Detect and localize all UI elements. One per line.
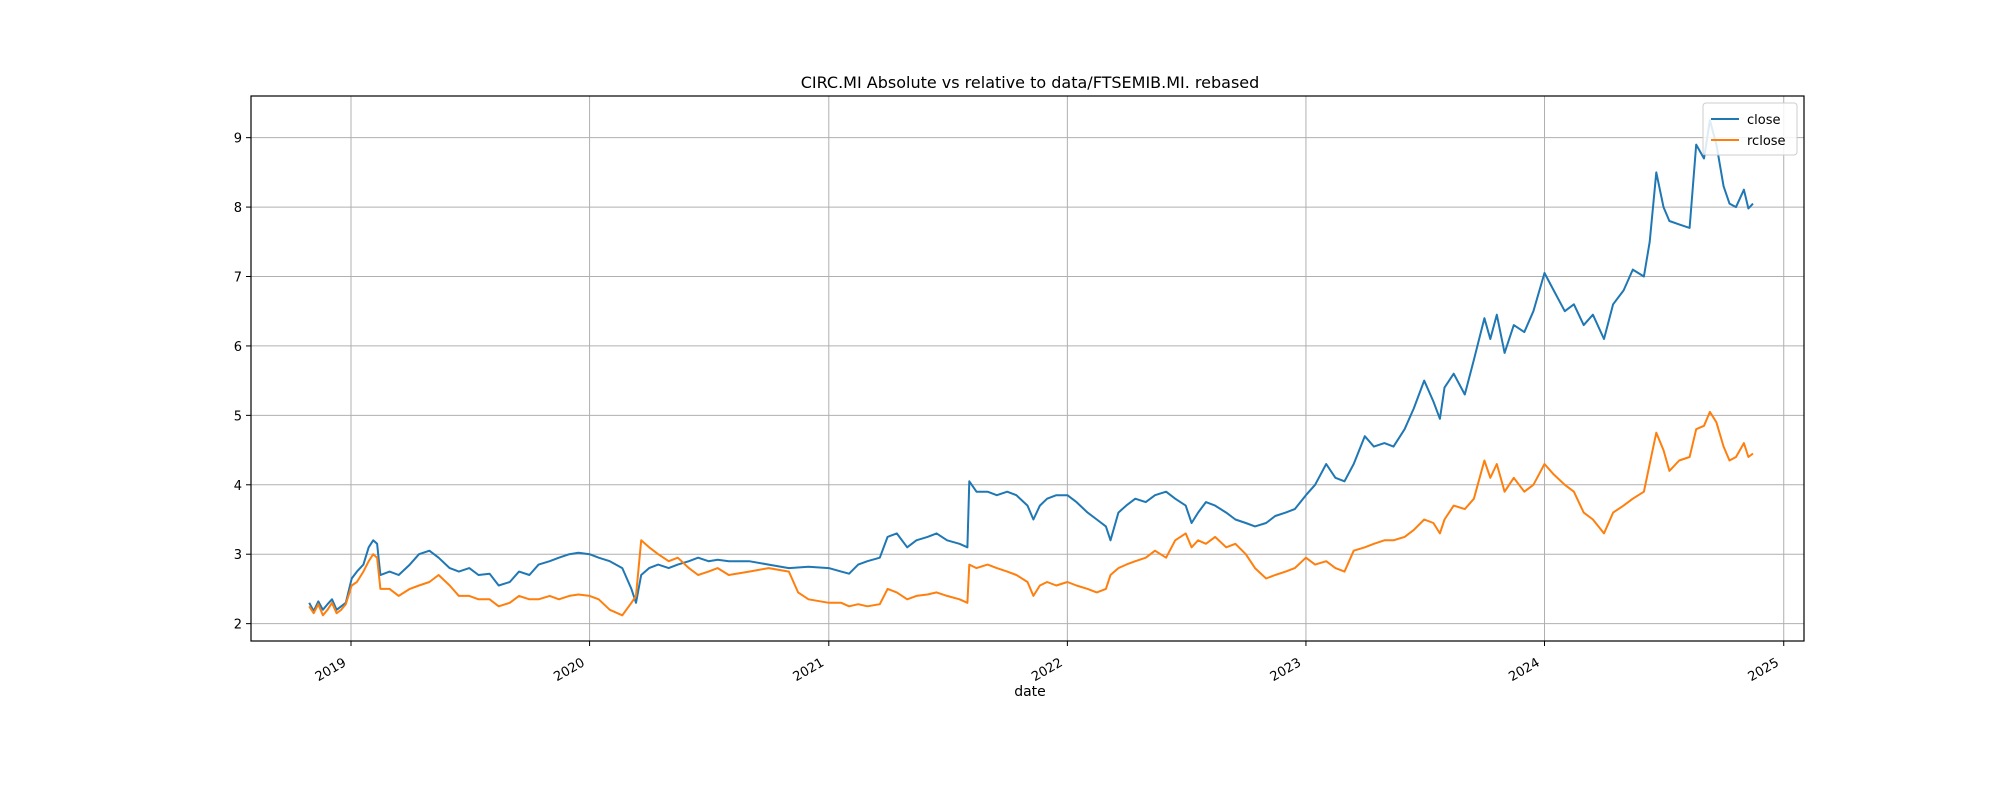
- legend-label-close: close: [1747, 113, 1780, 128]
- grid: [251, 96, 1804, 641]
- legend-label-rclose: rclose: [1747, 134, 1786, 149]
- series-line-close: [308, 119, 1754, 613]
- y-tick-label: 3: [234, 548, 242, 563]
- series-line-rclose: [308, 410, 1754, 617]
- y-tick-label: 6: [234, 340, 242, 355]
- y-tick-label: 5: [234, 409, 242, 424]
- series-lines: [308, 119, 1754, 617]
- legend-box: [1702, 102, 1798, 156]
- y-tick-label: 8: [234, 201, 242, 216]
- y-tick-label: 4: [234, 479, 242, 494]
- legend: close rclose: [1702, 102, 1798, 156]
- y-axis-ticks: 2 3 4 5 6 7 8 9: [234, 132, 251, 633]
- plot-area-frame: [250, 95, 1805, 642]
- y-tick-label: 2: [234, 618, 242, 633]
- y-tick-label: 7: [234, 271, 242, 286]
- x-axis-label: date: [1014, 684, 1046, 700]
- chart-title: CIRC.MI Absolute vs relative to data/FTS…: [801, 73, 1260, 92]
- y-tick-label: 9: [234, 132, 242, 147]
